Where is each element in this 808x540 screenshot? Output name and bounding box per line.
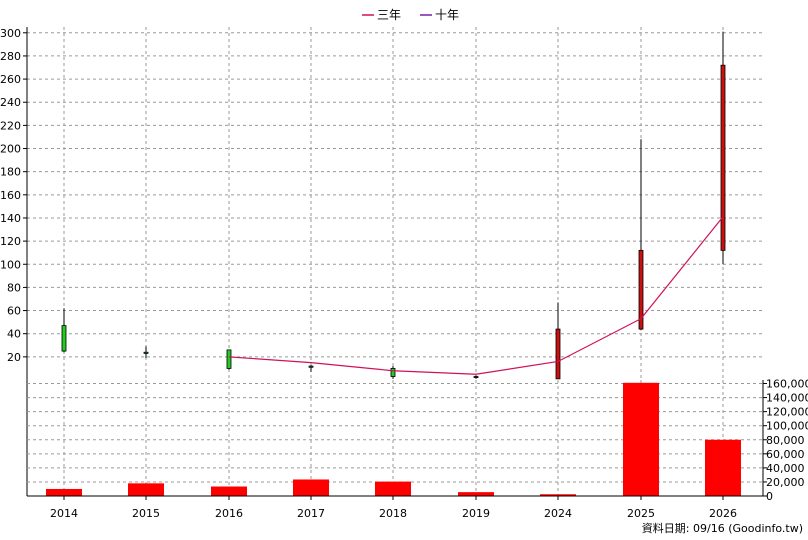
legend-label-1: 十年 [435, 8, 459, 22]
price-tick-label-10: 220 [0, 119, 21, 132]
candle-body-2019 [473, 376, 479, 378]
x-tick-label-8: 2026 [709, 507, 737, 520]
legend-label-0: 三年 [377, 8, 401, 22]
price-tick-label-5: 120 [0, 235, 21, 248]
price-tick-label-2: 60 [7, 305, 21, 318]
volume-tick-label-3: 60,000 [766, 448, 805, 461]
volume-bar-2016 [211, 486, 247, 496]
price-panel: 20 40 60 80 100 120 140 160 180 200 220 240 260 280 30… [0, 27, 763, 496]
candle-body-2015 [143, 351, 149, 354]
volume-bar-2024 [540, 494, 576, 496]
price-tick-label-9: 200 [0, 143, 21, 156]
volume-bar-2017 [293, 479, 329, 496]
x-axis: 2014 2015 2016 2017 2018 2019 2024 2025 2026 [50, 496, 737, 520]
x-tick-label-4: 2018 [379, 507, 407, 520]
source-note: 資料日期: 09/16 (Goodinfo.tw) [642, 521, 803, 535]
volume-bar-2014 [46, 488, 82, 496]
price-tick-label-7: 160 [0, 189, 21, 202]
volume-bar-2025 [623, 382, 659, 496]
volume-tick-label-7: 140,000 [766, 392, 808, 405]
candle-body-2016 [226, 349, 232, 369]
x-tick-label-2: 2016 [215, 507, 243, 520]
price-tick-label-12: 260 [0, 73, 21, 86]
price-tick-label-3: 80 [7, 281, 21, 294]
legend: 三年 十年 [362, 8, 459, 22]
candle-body-2018 [390, 368, 396, 377]
volume-bar-2015 [128, 483, 164, 496]
candle-body-2014 [61, 325, 67, 352]
x-tick-label-6: 2024 [544, 507, 572, 520]
volume-tick-label-0: 0 [766, 490, 773, 503]
price-tick-label-11: 240 [0, 96, 21, 109]
candle-body-2017 [308, 365, 314, 368]
price-tick-label-8: 180 [0, 166, 21, 179]
volume-tick-label-2: 40,000 [766, 462, 805, 475]
x-tick-label-7: 2025 [627, 507, 655, 520]
volume-bar-2018 [375, 481, 411, 496]
volume-bar-2019 [458, 492, 494, 496]
volume-bar-2026 [705, 439, 741, 496]
candle-body-2024 [555, 328, 561, 380]
price-tick-label-13: 280 [0, 50, 21, 63]
volume-tick-label-5: 100,000 [766, 420, 808, 433]
volume-panel: 020,00040,00060,00080,000100,000120,0001… [27, 378, 808, 503]
series-line-0 [228, 216, 724, 375]
candle-body-2025 [638, 249, 644, 330]
volume-tick-label-8: 160,000 [766, 378, 808, 391]
volume-tick-label-6: 120,000 [766, 406, 808, 419]
price-tick-label-4: 100 [0, 258, 21, 271]
x-tick-label-0: 2014 [50, 507, 78, 520]
price-tick-label-0: 20 [7, 351, 21, 364]
x-tick-label-1: 2015 [132, 507, 160, 520]
price-tick-label-1: 40 [7, 328, 21, 341]
candle-body-2026 [720, 64, 726, 251]
price-tick-label-6: 140 [0, 212, 21, 225]
volume-tick-label-1: 20,000 [766, 476, 805, 489]
x-tick-label-5: 2019 [462, 507, 490, 520]
volume-tick-label-4: 80,000 [766, 434, 805, 447]
x-tick-label-3: 2017 [297, 507, 325, 520]
price-tick-label-14: 300 [0, 27, 21, 40]
